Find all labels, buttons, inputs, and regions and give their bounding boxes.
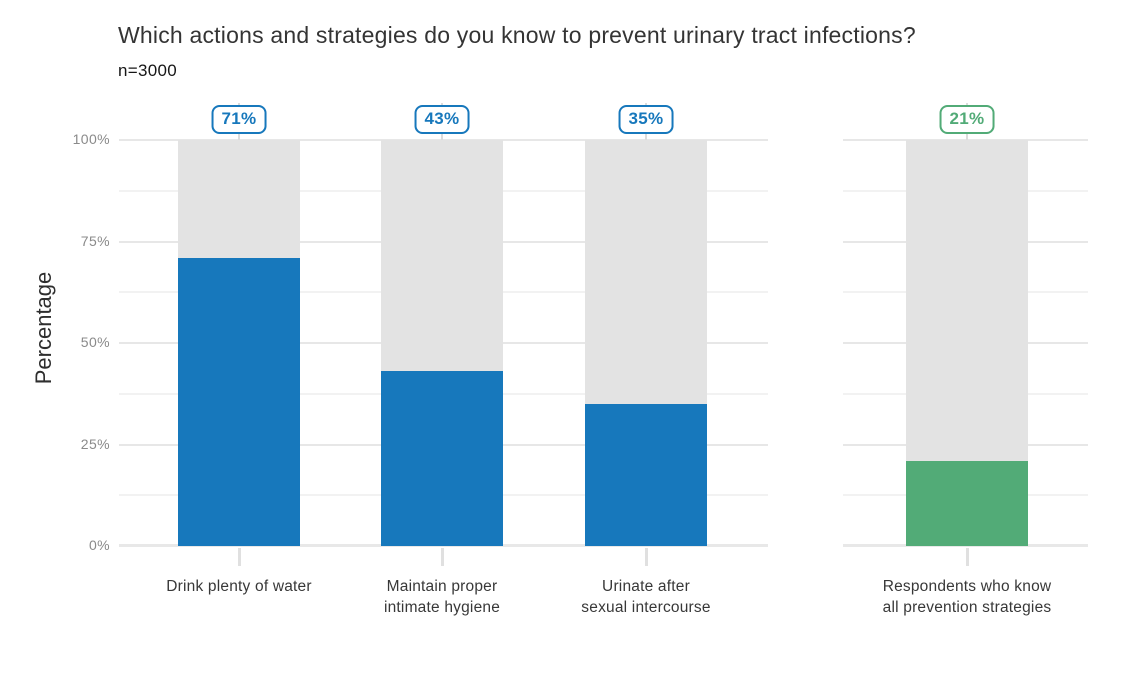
y-axis-title: Percentage [31,271,56,385]
bar-fill [178,257,300,546]
y-tick-label: 50% [80,334,110,350]
value-badge: 71% [211,105,267,134]
y-tick-label: 25% [80,435,110,452]
y-tick-label: 75% [80,232,110,249]
category-label: Maintain proper intimate hygiene [383,578,501,616]
bar-fill [381,371,503,546]
bar-fill [906,460,1028,546]
category-label: Urinate after sexual intercourse [581,578,711,616]
sample-size: n=3000 [118,61,178,80]
value-badge: 43% [414,105,470,134]
category-tick [440,548,444,566]
category-tick [237,548,241,566]
value-badge: 35% [618,105,674,134]
category-label: Drink plenty of water [166,578,312,595]
category-tick [644,548,648,566]
category-label: Respondents who know all prevention stra… [882,578,1052,616]
category-tick [965,548,969,566]
chart-title: Which actions and strategies do you know… [118,22,916,48]
y-tick-label: 100% [72,131,110,147]
y-tick-label: 0% [88,537,110,553]
value-badge: 21% [939,105,995,134]
bar-fill [585,403,707,546]
